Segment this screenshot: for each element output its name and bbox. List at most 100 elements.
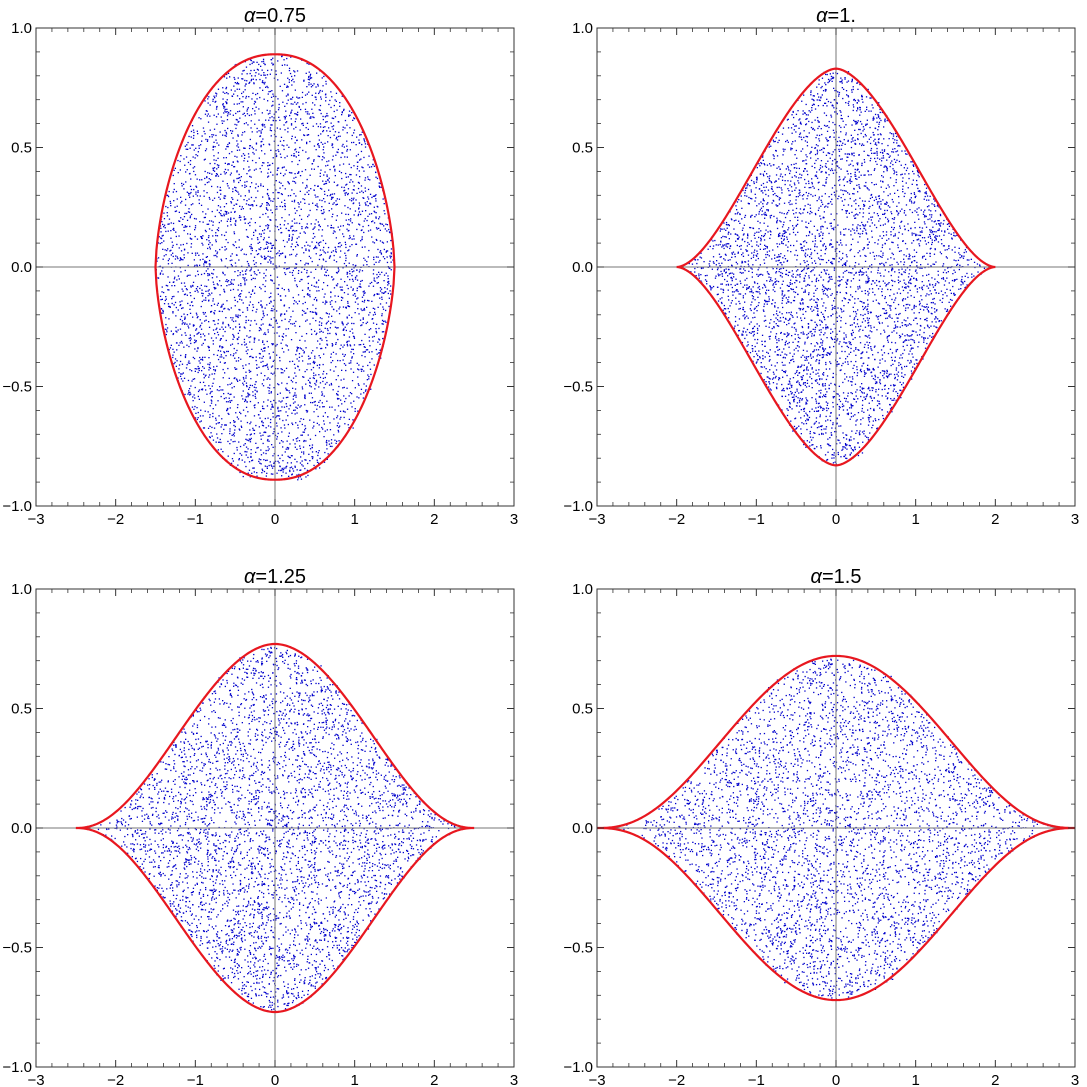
data-point bbox=[355, 174, 358, 176]
data-point bbox=[202, 292, 204, 295]
data-point bbox=[366, 260, 368, 263]
data-point bbox=[301, 227, 303, 230]
data-point bbox=[302, 431, 304, 433]
data-point bbox=[250, 78, 253, 81]
data-point bbox=[843, 126, 845, 128]
data-point bbox=[267, 261, 269, 263]
data-point bbox=[335, 366, 337, 368]
data-point bbox=[341, 111, 343, 113]
data-point bbox=[281, 368, 283, 371]
data-point bbox=[205, 262, 207, 264]
data-point bbox=[327, 179, 329, 182]
data-point bbox=[768, 360, 770, 362]
data-point bbox=[220, 306, 222, 308]
data-point bbox=[746, 277, 748, 280]
data-point bbox=[207, 295, 209, 297]
data-point bbox=[250, 278, 253, 281]
data-point bbox=[346, 345, 349, 347]
data-point bbox=[819, 164, 822, 167]
data-point bbox=[319, 457, 321, 460]
data-point bbox=[190, 188, 193, 191]
data-point bbox=[326, 429, 328, 431]
data-point bbox=[353, 185, 355, 187]
data-point bbox=[303, 79, 305, 81]
data-point bbox=[229, 113, 231, 115]
data-point bbox=[342, 346, 344, 348]
data-point bbox=[204, 385, 206, 387]
data-point bbox=[236, 199, 239, 201]
data-point bbox=[286, 241, 288, 243]
data-point bbox=[298, 356, 301, 358]
data-point bbox=[241, 134, 243, 136]
data-point bbox=[947, 228, 949, 230]
data-point bbox=[882, 252, 884, 254]
data-point bbox=[774, 254, 776, 256]
data-point bbox=[211, 229, 213, 232]
data-point bbox=[817, 314, 819, 317]
data-point bbox=[223, 195, 225, 197]
data-point bbox=[224, 197, 226, 200]
data-point bbox=[205, 270, 207, 272]
data-point bbox=[260, 247, 262, 249]
data-point bbox=[287, 288, 290, 291]
data-point bbox=[855, 178, 857, 180]
data-point bbox=[213, 373, 216, 375]
data-point bbox=[211, 272, 213, 274]
data-point bbox=[163, 226, 165, 228]
data-point bbox=[856, 228, 858, 230]
data-point bbox=[366, 201, 368, 203]
data-point bbox=[301, 388, 304, 390]
data-point bbox=[194, 229, 196, 231]
data-point bbox=[370, 213, 373, 215]
data-point bbox=[339, 135, 341, 137]
data-point bbox=[325, 100, 327, 102]
data-point bbox=[168, 223, 170, 225]
data-point bbox=[184, 316, 186, 318]
data-point bbox=[280, 193, 283, 195]
data-point bbox=[248, 369, 250, 371]
data-point bbox=[337, 283, 339, 285]
data-point bbox=[321, 288, 324, 290]
data-point bbox=[253, 292, 256, 294]
data-point bbox=[242, 274, 244, 276]
data-point bbox=[823, 147, 825, 150]
data-point bbox=[275, 155, 278, 158]
data-point bbox=[337, 135, 340, 138]
data-point bbox=[751, 198, 753, 200]
data-point bbox=[335, 237, 337, 239]
data-point bbox=[234, 211, 236, 213]
data-point bbox=[285, 169, 287, 171]
data-point bbox=[196, 407, 198, 409]
data-point bbox=[387, 292, 389, 295]
data-point bbox=[354, 387, 356, 389]
data-point bbox=[276, 415, 278, 417]
data-point bbox=[224, 362, 226, 364]
data-point bbox=[221, 433, 223, 435]
data-point bbox=[182, 218, 184, 220]
data-point bbox=[337, 394, 339, 396]
data-point bbox=[183, 254, 185, 256]
data-point bbox=[193, 217, 196, 220]
data-point bbox=[836, 422, 838, 424]
data-point bbox=[280, 368, 282, 370]
data-point bbox=[368, 155, 370, 157]
data-point bbox=[722, 288, 724, 291]
data-point bbox=[199, 319, 201, 321]
data-point bbox=[283, 148, 285, 151]
data-point bbox=[233, 347, 235, 350]
data-point bbox=[233, 386, 235, 388]
data-point bbox=[863, 205, 865, 207]
data-point bbox=[369, 202, 371, 204]
data-point bbox=[232, 161, 234, 163]
data-point bbox=[356, 168, 358, 170]
data-point bbox=[186, 289, 188, 291]
data-point bbox=[231, 282, 233, 285]
data-point bbox=[172, 312, 174, 314]
data-point bbox=[309, 381, 311, 383]
data-point bbox=[346, 387, 348, 389]
data-point bbox=[319, 104, 322, 107]
data-point bbox=[339, 425, 341, 427]
data-point bbox=[853, 152, 855, 154]
data-point bbox=[271, 444, 273, 446]
data-point bbox=[249, 336, 252, 338]
